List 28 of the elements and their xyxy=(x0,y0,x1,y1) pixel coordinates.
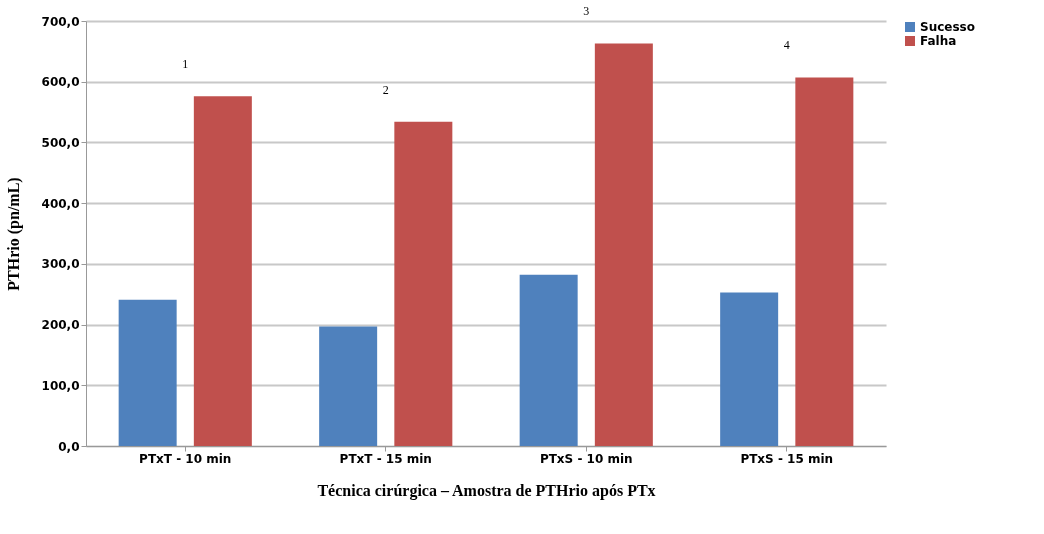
bar xyxy=(519,274,578,446)
text: 3 xyxy=(583,4,590,19)
bar xyxy=(720,292,779,446)
legend-label: Falha xyxy=(920,34,957,48)
annotation: 4 xyxy=(783,38,790,53)
annotation: 1 xyxy=(182,57,189,72)
x-tick-label: PTxT - 10 min xyxy=(139,451,232,466)
annotation: 2 xyxy=(382,82,389,97)
y-tick-label: 200,0 xyxy=(41,318,80,333)
bar xyxy=(193,96,252,446)
y-tick-label: 400,0 xyxy=(41,196,80,211)
x-tick-label: PTxS - 15 min xyxy=(740,451,834,466)
x-axis-title: Técnica cirúrgica – Amostra de PTHrio após PTx xyxy=(317,481,656,500)
x-tick-label: PTxT - 15 min xyxy=(339,451,432,466)
y-tick-label: 300,0 xyxy=(41,257,80,272)
y-axis-title: PTHrio (pn/mL) xyxy=(4,177,23,291)
legend-label: Sucesso xyxy=(920,20,975,34)
y-tick-label: 600,0 xyxy=(41,75,80,90)
bar xyxy=(319,326,378,446)
bar xyxy=(118,299,177,446)
y-tick-label: 500,0 xyxy=(41,135,80,150)
x-tick-label: PTxS - 10 min xyxy=(539,451,633,466)
bar xyxy=(394,121,453,446)
bar xyxy=(594,43,653,446)
bar xyxy=(795,77,854,446)
y-tick-label: 700,0 xyxy=(41,14,80,29)
y-tick-label: 0,0 xyxy=(58,439,80,454)
y-tick-label: 100,0 xyxy=(41,378,80,393)
